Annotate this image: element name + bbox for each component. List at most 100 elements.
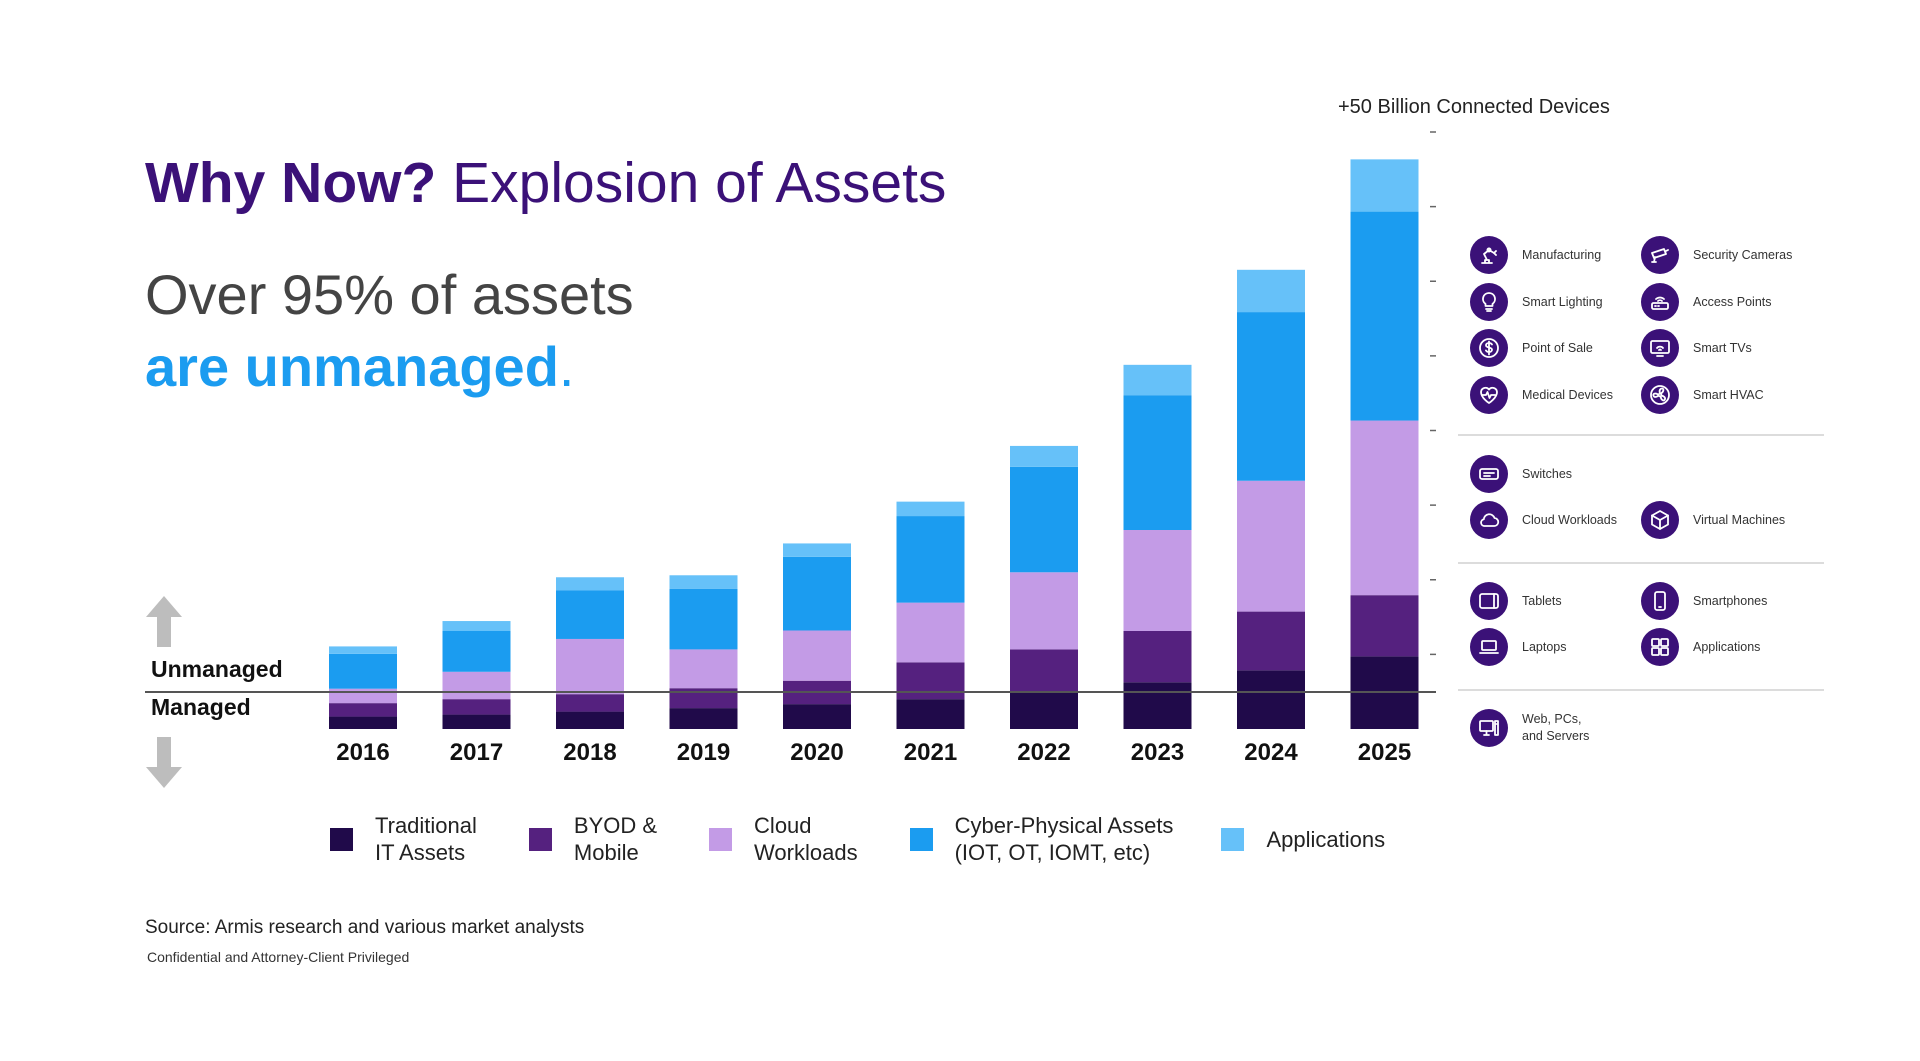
unmanaged-label: Unmanaged — [151, 656, 283, 682]
bar-segment-4 — [1123, 364, 1192, 396]
bar-segment-2 — [669, 649, 738, 689]
bar-segment-0 — [329, 716, 397, 729]
bar-segment-3 — [783, 556, 851, 631]
bar-segment-3 — [556, 590, 624, 639]
bar-segment-2 — [329, 688, 397, 704]
bar-segment-2 — [1010, 572, 1078, 650]
robot-arm-icon — [1470, 236, 1508, 274]
category-label: Applications — [1693, 639, 1761, 654]
bar-segment-3 — [442, 630, 511, 672]
bar-segment-4 — [556, 577, 624, 591]
bar-segment-3 — [1237, 312, 1305, 481]
legend-label: Cloud Workloads — [754, 813, 858, 865]
x-tick-label: 2019 — [677, 739, 730, 766]
title-rest: Explosion of Assets — [452, 151, 947, 215]
up-arrow-icon — [146, 596, 182, 647]
category-item: Virtual Machines — [1641, 501, 1785, 539]
category-label: Manufacturing — [1522, 247, 1602, 262]
bar-segment-2 — [1237, 480, 1305, 612]
total-devices-label: +50 Billion Connected Devices — [1338, 96, 1610, 118]
laptop-icon — [1470, 628, 1508, 666]
bar-segment-1 — [1123, 630, 1192, 683]
cloud-icon — [1470, 501, 1508, 539]
category-label: Smart Lighting — [1522, 294, 1603, 309]
x-tick-label: 2020 — [790, 739, 843, 766]
light-bulb-icon — [1470, 283, 1508, 321]
bar-segment-4 — [669, 575, 738, 589]
bar-segment-0 — [896, 699, 965, 729]
bar-segment-2 — [1350, 420, 1419, 596]
smartphone-icon — [1641, 582, 1679, 620]
bar-segment-0 — [1123, 682, 1192, 729]
confidential-note: Confidential and Attorney-Client Privile… — [147, 949, 410, 965]
category-item: Cloud Workloads — [1470, 501, 1617, 539]
subtitle-emphasis: are unmanaged — [145, 335, 559, 398]
bar-segment-3 — [1123, 395, 1192, 530]
x-tick-label: 2017 — [450, 739, 503, 766]
category-item: Smartphones — [1641, 582, 1767, 620]
router-icon — [1641, 283, 1679, 321]
bar-segment-4 — [1010, 445, 1078, 467]
heartbeat-icon — [1470, 376, 1508, 414]
bar-segment-4 — [329, 646, 397, 654]
legend-item: Applications — [1221, 826, 1385, 853]
bar-segment-1 — [329, 703, 397, 717]
panel-divider — [1458, 562, 1824, 564]
bar-segment-0 — [442, 714, 511, 729]
category-label: Point of Sale — [1522, 340, 1593, 355]
bar-segment-0 — [783, 704, 851, 729]
category-item: Smart HVAC — [1641, 376, 1764, 414]
switch-icon — [1470, 455, 1508, 493]
category-item: Manufacturing — [1470, 236, 1601, 274]
x-tick-label: 2021 — [904, 739, 957, 766]
bar-segment-1 — [896, 662, 965, 700]
subtitle-line-1: Over 95% of assets — [145, 263, 634, 326]
bar-segment-2 — [556, 638, 624, 695]
bar-segment-3 — [329, 653, 397, 689]
smart-tv-icon — [1641, 329, 1679, 367]
security-camera-icon — [1641, 236, 1679, 274]
panel-divider — [1458, 689, 1824, 691]
bar-segment-4 — [1350, 159, 1419, 212]
app-grid-icon — [1641, 628, 1679, 666]
category-item: Tablets — [1470, 582, 1562, 620]
page-title: Why Now? Explosion of Assets — [145, 150, 946, 216]
legend-item: Traditional IT Assets — [330, 812, 477, 866]
bar-segment-3 — [896, 516, 965, 603]
x-tick-label: 2024 — [1244, 739, 1298, 766]
bar-segment-0 — [1237, 670, 1305, 729]
legend-swatch — [1221, 827, 1245, 851]
bar-segment-0 — [556, 711, 624, 729]
bar-segment-1 — [1237, 611, 1305, 671]
category-label: Switches — [1522, 466, 1573, 481]
legend-label: Cyber-Physical Assets (IOT, OT, IOMT, et… — [954, 813, 1174, 865]
category-item: Point of Sale — [1470, 329, 1593, 367]
category-label: Security Cameras — [1693, 247, 1793, 262]
category-label: Medical Devices — [1522, 387, 1614, 402]
bar-segment-2 — [783, 630, 851, 681]
subtitle-period: . — [558, 335, 575, 398]
managed-label: Managed — [151, 694, 251, 720]
bar-segment-2 — [896, 602, 965, 663]
category-label: Access Points — [1693, 294, 1772, 309]
legend-swatch — [330, 827, 353, 851]
category-item: Access Points — [1641, 283, 1772, 321]
legend-item: Cyber-Physical Assets (IOT, OT, IOMT, et… — [909, 812, 1174, 866]
title-bold: Why Now? — [145, 151, 437, 215]
bar-segment-0 — [1010, 691, 1078, 729]
bar-segment-4 — [442, 621, 511, 631]
panel-divider — [1458, 434, 1824, 436]
x-tick-label: 2016 — [336, 739, 389, 766]
category-label: Smartphones — [1693, 593, 1768, 608]
category-item: Web, PCs, and Servers — [1470, 709, 1589, 747]
x-tick-label: 2018 — [563, 739, 616, 766]
category-item: Smart Lighting — [1470, 283, 1603, 321]
dollar-icon — [1470, 329, 1508, 367]
category-item: Applications — [1641, 628, 1760, 666]
category-label: Web, PCs, and Servers — [1522, 712, 1590, 743]
category-label: Cloud Workloads — [1522, 512, 1617, 527]
bar-segment-1 — [1010, 649, 1078, 692]
category-label: Smart TVs — [1693, 340, 1752, 355]
bar-segment-2 — [442, 671, 511, 700]
